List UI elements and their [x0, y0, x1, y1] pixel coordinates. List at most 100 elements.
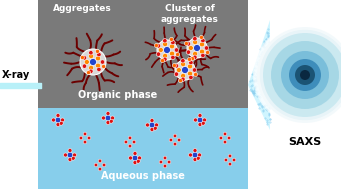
Circle shape [102, 163, 106, 167]
Circle shape [197, 153, 202, 157]
Circle shape [188, 57, 192, 61]
Circle shape [171, 55, 175, 60]
Circle shape [136, 159, 140, 163]
Circle shape [193, 44, 201, 51]
Circle shape [173, 64, 176, 67]
Text: Aqueous phase: Aqueous phase [101, 171, 185, 181]
Circle shape [169, 51, 175, 56]
Circle shape [80, 49, 106, 75]
Circle shape [98, 159, 102, 163]
Circle shape [201, 53, 205, 58]
Circle shape [98, 167, 102, 171]
Circle shape [203, 118, 207, 122]
Circle shape [198, 122, 202, 126]
Circle shape [105, 115, 111, 121]
Circle shape [181, 67, 189, 74]
Circle shape [82, 56, 87, 60]
Circle shape [150, 119, 154, 122]
Circle shape [55, 117, 61, 123]
Circle shape [174, 48, 179, 52]
Circle shape [193, 157, 197, 161]
Circle shape [163, 57, 167, 61]
Circle shape [173, 142, 177, 146]
Circle shape [94, 163, 98, 167]
Circle shape [201, 38, 205, 43]
Circle shape [89, 50, 93, 55]
Circle shape [176, 67, 181, 73]
Circle shape [181, 77, 185, 81]
Circle shape [289, 59, 321, 91]
Circle shape [163, 42, 167, 47]
Circle shape [163, 156, 167, 160]
Circle shape [89, 54, 93, 59]
Circle shape [102, 116, 105, 120]
Circle shape [227, 136, 231, 140]
Circle shape [223, 140, 227, 144]
Circle shape [132, 155, 138, 161]
Text: SAXS: SAXS [288, 137, 322, 147]
Circle shape [186, 50, 191, 54]
Circle shape [106, 121, 110, 125]
Circle shape [174, 64, 179, 68]
Circle shape [223, 132, 227, 136]
Text: X-ray: X-ray [2, 70, 30, 81]
Circle shape [169, 37, 174, 41]
Circle shape [257, 27, 341, 123]
Circle shape [253, 23, 341, 127]
Circle shape [228, 154, 232, 158]
Circle shape [171, 40, 175, 45]
Circle shape [184, 42, 189, 46]
Circle shape [193, 118, 197, 122]
Circle shape [133, 160, 137, 164]
Circle shape [169, 44, 175, 49]
Circle shape [300, 70, 310, 80]
Circle shape [188, 64, 193, 69]
Circle shape [188, 71, 193, 76]
Circle shape [124, 140, 128, 144]
Circle shape [204, 46, 209, 50]
Circle shape [192, 152, 198, 158]
Circle shape [150, 128, 154, 132]
Circle shape [189, 75, 193, 80]
Circle shape [193, 51, 197, 56]
Circle shape [206, 50, 210, 54]
Circle shape [295, 65, 315, 85]
Circle shape [82, 64, 87, 68]
Polygon shape [248, 20, 270, 130]
Circle shape [153, 126, 157, 130]
Circle shape [179, 79, 182, 83]
Circle shape [157, 40, 177, 60]
Circle shape [156, 52, 161, 56]
Circle shape [83, 140, 87, 144]
Circle shape [228, 162, 232, 166]
Circle shape [149, 122, 155, 128]
Text: Aggregates: Aggregates [53, 4, 112, 13]
Circle shape [97, 67, 101, 72]
Circle shape [56, 114, 60, 118]
Circle shape [146, 123, 149, 127]
Circle shape [60, 118, 64, 122]
Circle shape [193, 55, 197, 60]
Circle shape [95, 56, 101, 61]
Circle shape [159, 160, 163, 164]
Circle shape [84, 60, 89, 64]
Circle shape [198, 114, 202, 118]
Circle shape [193, 40, 197, 45]
Circle shape [181, 62, 186, 67]
Circle shape [59, 121, 63, 125]
Circle shape [128, 144, 132, 148]
Circle shape [128, 136, 132, 140]
Circle shape [194, 72, 197, 77]
Circle shape [89, 69, 93, 74]
Circle shape [95, 63, 101, 68]
Circle shape [79, 136, 83, 140]
Circle shape [181, 73, 186, 78]
Circle shape [68, 149, 72, 153]
Circle shape [110, 116, 115, 120]
Circle shape [68, 157, 72, 161]
Circle shape [186, 42, 191, 46]
Text: Organic phase: Organic phase [78, 90, 158, 100]
Circle shape [163, 164, 167, 168]
Circle shape [56, 122, 60, 126]
Circle shape [224, 158, 228, 162]
